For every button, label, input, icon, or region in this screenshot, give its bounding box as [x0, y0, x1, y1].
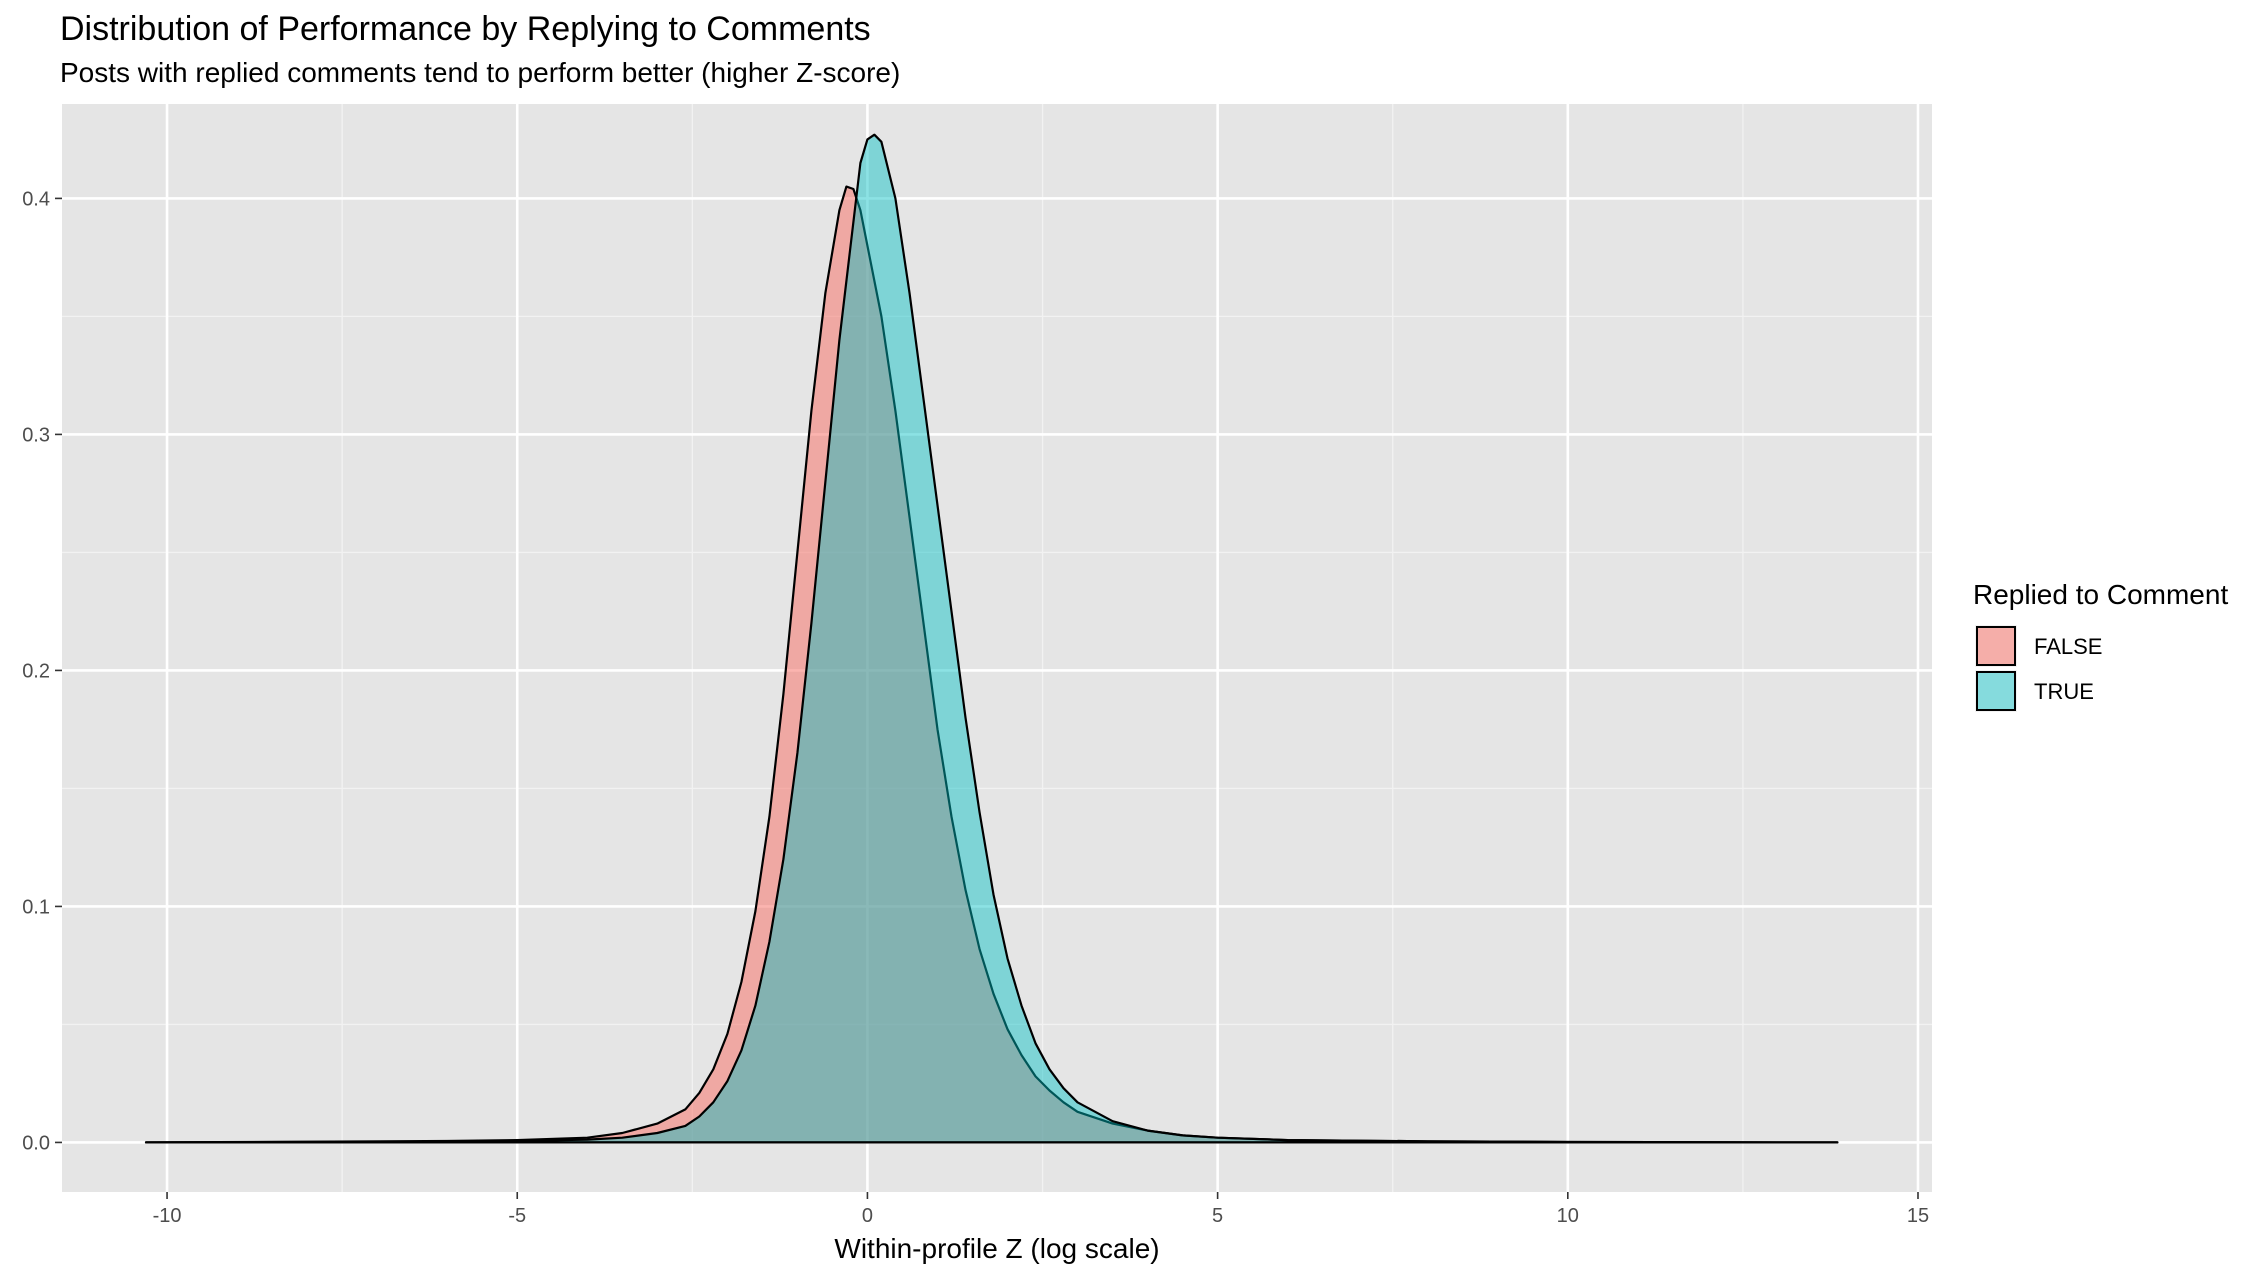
y-tick-label: 0.0	[22, 1132, 50, 1154]
x-tick-label: 5	[1212, 1205, 1223, 1227]
chart-title: Distribution of Performance by Replying …	[60, 10, 871, 48]
y-tick-label: 0.3	[22, 424, 50, 446]
x-tick-label: -10	[153, 1205, 182, 1227]
density-area-false	[144, 185, 1839, 1144]
y-tick-label: 0.4	[22, 188, 50, 210]
x-tick-label: 0	[862, 1205, 873, 1227]
x-tick-label: 10	[1557, 1205, 1579, 1227]
density-series	[144, 133, 1839, 1144]
legend-key-true	[1976, 671, 2016, 711]
x-tick-label: 15	[1907, 1205, 1929, 1227]
legend-label-true: TRUE	[2034, 679, 2094, 704]
density-area-true	[144, 133, 1839, 1144]
axes: -10 -5 0 5 10 15 0.0 0.1 0.2 0.3 0.4	[22, 188, 1929, 1227]
y-tick-label: 0.2	[22, 660, 50, 682]
legend-key-false	[1976, 626, 2016, 666]
chart-subtitle: Posts with replied comments tend to perf…	[60, 57, 900, 88]
x-axis-title: Within-profile Z (log scale)	[834, 1233, 1159, 1264]
legend-title: Replied to Comment	[1973, 579, 2228, 610]
legend-items: FALSE TRUE	[1975, 625, 2102, 712]
legend: Replied to Comment FALSE TRUE	[1973, 579, 2228, 712]
legend-label-false: FALSE	[2034, 634, 2102, 659]
legend-key-bg	[1975, 670, 2017, 712]
x-tick-label: -5	[508, 1205, 526, 1227]
y-tick-label: 0.1	[22, 896, 50, 918]
